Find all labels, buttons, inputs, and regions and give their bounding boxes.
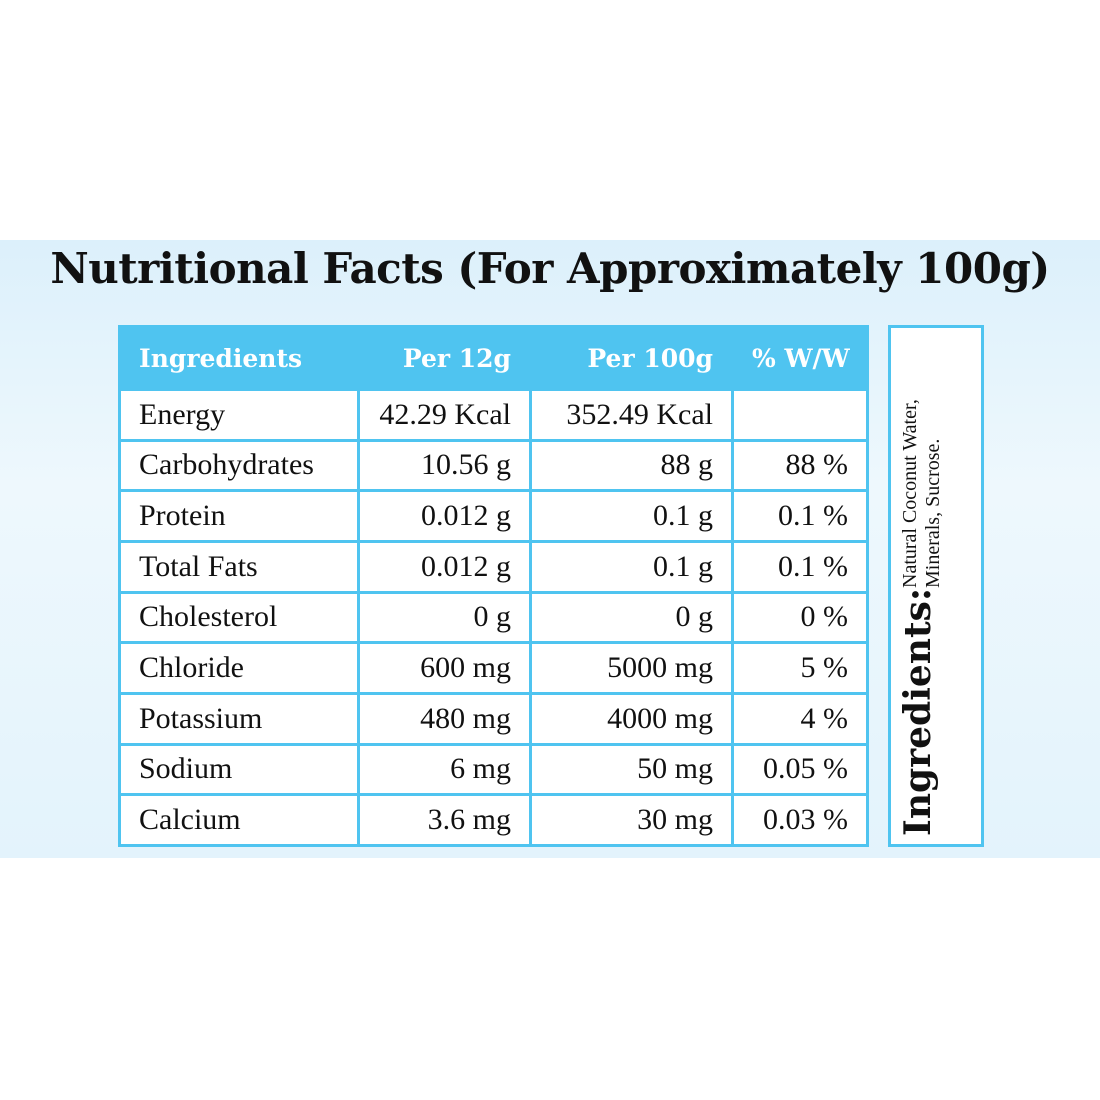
table-cell: 0.1 g [529, 539, 734, 594]
table-cell: Carbohydrates [118, 438, 360, 493]
table-cell [731, 388, 869, 442]
table-cell: 30 mg [529, 793, 734, 847]
table-cell: 0 g [357, 590, 532, 645]
table-cell: Cholesterol [118, 590, 360, 645]
table-row: Protein 0.012 g 0.1 g 0.1 % [118, 489, 869, 543]
ingredients-content: Ingredients: Natural Coconut Water, Mine… [891, 328, 981, 844]
column-header: Per 100g [529, 325, 734, 391]
table-cell: Protein [118, 489, 360, 543]
ingredients-label: Ingredients: [897, 587, 939, 836]
table-cell: Chloride [118, 641, 360, 695]
table-cell: Calcium [118, 793, 360, 847]
table-cell: 0.1 % [731, 539, 869, 594]
ingredients-box: Ingredients: Natural Coconut Water, Mine… [888, 325, 984, 847]
table-cell: 0.1 % [731, 489, 869, 543]
table-cell: 5 % [731, 641, 869, 695]
nutrition-table: Ingredients Per 12g Per 100g% W/W Energy 42… [118, 325, 869, 847]
table-cell: Sodium [118, 742, 360, 797]
table-row: Energy 42.29 Kcal 352.49 Kcal [118, 388, 869, 442]
column-header: Ingredients [118, 325, 360, 391]
table-cell: 10.56 g [357, 438, 532, 493]
table-cell: 0.012 g [357, 489, 532, 543]
table-cell: 0.05 % [731, 742, 869, 797]
header-row: Ingredients Per 12g Per 100g% W/W [118, 325, 869, 391]
title: Nutritional Facts (For Approximately 100… [50, 244, 1050, 293]
table-row: Calcium 3.6 mg 30 mg 0.03 % [118, 793, 869, 847]
table-cell: 0.012 g [357, 539, 532, 594]
table-cell: 4000 mg [529, 691, 734, 746]
table-cell: 4 % [731, 691, 869, 746]
table-cell: 0.1 g [529, 489, 734, 543]
table-cell: 5000 mg [529, 641, 734, 695]
table-cell: 600 mg [357, 641, 532, 695]
table-cell: Energy [118, 388, 360, 442]
table-body: Energy 42.29 Kcal 352.49 Kcal Carbohydrates… [118, 388, 869, 847]
table-cell: 6 mg [357, 742, 532, 797]
table-cell: 0.03 % [731, 793, 869, 847]
table-cell: 42.29 Kcal [357, 388, 532, 442]
table-cell: 0 g [529, 590, 734, 645]
table-cell: 480 mg [357, 691, 532, 746]
table-cell: 0 % [731, 590, 869, 645]
table-cell: 88 g [529, 438, 734, 493]
table-cell: 50 mg [529, 742, 734, 797]
column-header: % W/W [731, 325, 869, 391]
table-cell: Potassium [118, 691, 360, 746]
column-header: Per 12g [357, 325, 532, 391]
table-row: Chloride 600 mg 5000 mg 5 % [118, 641, 869, 695]
ingredients-text: Natural Coconut Water, Minerals, Sucrose… [899, 399, 944, 588]
table-cell: 3.6 mg [357, 793, 532, 847]
table-cell: 352.49 Kcal [529, 388, 734, 442]
table-row: Sodium 6 mg 50 mg 0.05 % [118, 742, 869, 797]
table-row: Carbohydrates 10.56 g 88 g 88 % [118, 438, 869, 493]
table-row: Total Fats 0.012 g 0.1 g 0.1 % [118, 539, 869, 594]
table-cell: 88 % [731, 438, 869, 493]
table-cell: Total Fats [118, 539, 360, 594]
table-row: Potassium 480 mg 4000 mg 4 % [118, 691, 869, 746]
